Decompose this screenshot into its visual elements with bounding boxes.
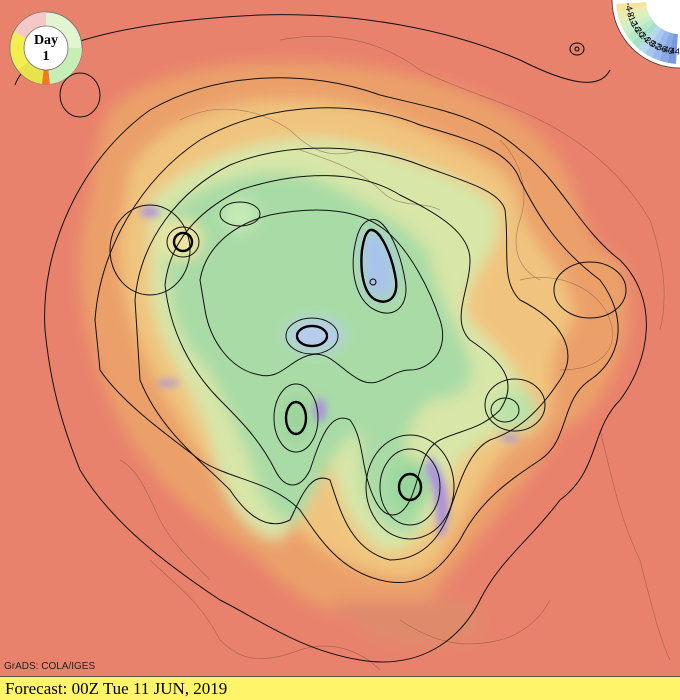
height-contours [14,14,647,663]
day-number: 1 [42,49,50,64]
legend-wedge [651,30,670,61]
legend-label: -44 [666,45,680,57]
legend-wedge [637,25,662,54]
day-badge [9,11,83,85]
legend-wedge [626,18,655,43]
coastlines [119,35,671,671]
grads-credit: GrADS: COLA/IGES [4,661,96,672]
day-label-text: Day [33,33,59,48]
color-scale-legend: -4-8-12-16-20-24-28-32-36-40-44 [611,0,680,69]
bold-contours [172,228,423,502]
legend-wedge [631,22,658,49]
legend-label: -12 [625,12,639,28]
legend-label: -4 [624,2,635,11]
legend-wedge [616,2,647,13]
forecast-time: Forecast: 00Z Tue 11 JUN, 2019 [5,679,228,698]
legend-label: -8 [624,8,636,18]
small-contour [569,42,585,56]
legend-wedge [659,32,674,63]
day-label: Day 1 [28,33,64,65]
legend-wedge [617,6,648,21]
legend-wedge [644,28,665,58]
legend-wedge [619,10,650,29]
forecast-footer: Forecast: 00Z Tue 11 JUN, 2019 [0,676,680,700]
legend-wedge [667,33,678,64]
shading-layer [80,62,630,648]
cold-edges [140,207,520,540]
legend-label: -40 [659,43,674,56]
legend-label: -36 [653,40,669,54]
legend-wedge [622,15,652,36]
